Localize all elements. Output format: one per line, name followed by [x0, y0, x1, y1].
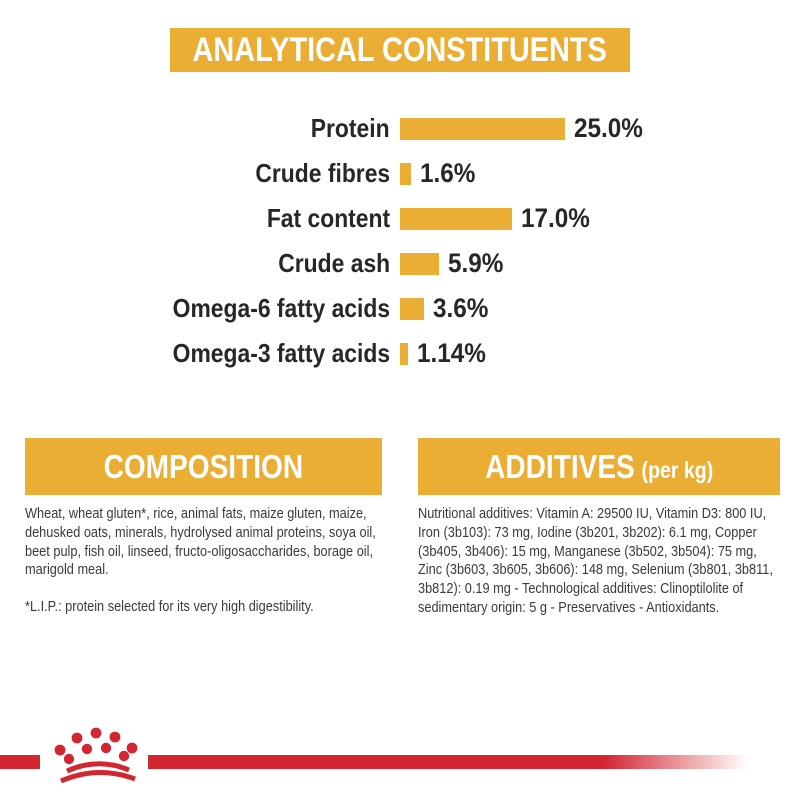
chart-bar	[400, 252, 439, 275]
royal-canin-crown-icon	[54, 727, 138, 784]
chart-label: Fat content	[266, 203, 390, 233]
additives-title: ADDITIVES	[484, 447, 635, 485]
brand-accent-line-left	[0, 755, 40, 769]
chart-row-fat-content: Fat content 17.0%	[0, 196, 800, 241]
chart-value: 3.6%	[432, 293, 489, 323]
additives-body: Nutritional additives: Vitamin A: 29500 …	[418, 505, 773, 616]
chart-row-omega6: Omega-6 fatty acids 3.6%	[0, 286, 800, 331]
chart-label: Crude ash	[278, 248, 390, 278]
chart-row-omega3: Omega-3 fatty acids 1.14%	[0, 331, 800, 376]
chart-label: Protein	[311, 113, 390, 143]
chart-label: Omega-3 fatty acids	[172, 338, 390, 368]
chart-row-crude-ash: Crude ash 5.9%	[0, 241, 800, 286]
additives-title-suffix: (per kg)	[641, 456, 714, 483]
chart-label: Omega-6 fatty acids	[172, 293, 390, 323]
chart-bar	[400, 117, 565, 140]
chart-value: 1.14%	[416, 338, 486, 368]
composition-body: Wheat, wheat gluten*, rice, animal fats,…	[25, 505, 376, 579]
analytical-constituents-title: ANALYTICAL CONSTITUENTS	[192, 30, 608, 69]
chart-value: 5.9%	[447, 248, 504, 278]
chart-value: 17.0%	[521, 203, 591, 233]
analytical-constituents-chart: Protein 25.0% Crude fibres 1.6% Fat cont…	[0, 106, 800, 376]
composition-section: COMPOSITION Wheat, wheat gluten*, rice, …	[25, 438, 382, 617]
chart-row-crude-fibres: Crude fibres 1.6%	[0, 151, 800, 196]
chart-bar	[400, 297, 424, 320]
chart-bar	[400, 207, 513, 230]
chart-label: Crude fibres	[255, 158, 390, 188]
composition-header: COMPOSITION	[25, 438, 382, 495]
composition-footnote: *L.I.P.: protein selected for its very h…	[25, 598, 314, 615]
chart-bar	[400, 342, 408, 365]
analytical-constituents-header: ANALYTICAL CONSTITUENTS	[170, 28, 630, 72]
additives-section: ADDITIVES (per kg) Nutritional additives:…	[418, 438, 780, 618]
chart-bar	[400, 162, 411, 185]
composition-title: COMPOSITION	[103, 447, 304, 485]
chart-value: 25.0%	[574, 113, 643, 143]
brand-accent-line-right	[148, 755, 748, 769]
additives-header: ADDITIVES (per kg)	[418, 438, 780, 495]
chart-value: 1.6%	[419, 158, 475, 188]
chart-row-protein: Protein 25.0%	[0, 106, 800, 151]
